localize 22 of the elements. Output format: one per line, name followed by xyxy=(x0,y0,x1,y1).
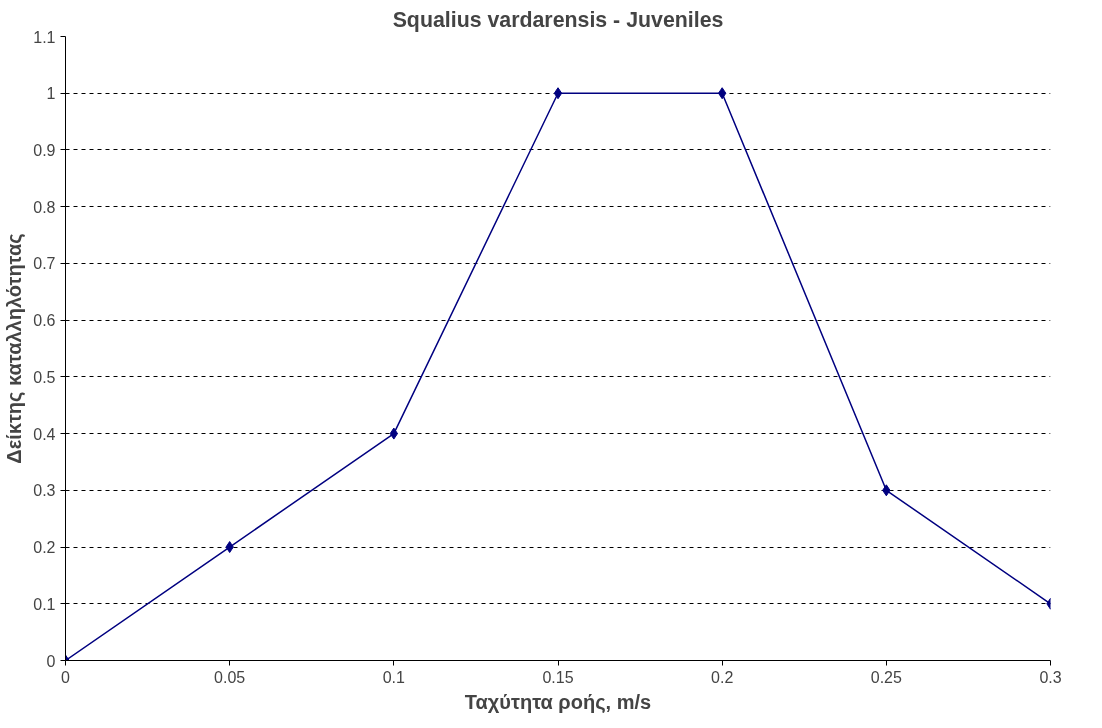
x-tick-label: 0.05 xyxy=(214,668,246,686)
y-tick-label: 0 xyxy=(46,652,56,670)
x-tick-label: 0.1 xyxy=(382,668,406,686)
x-tick-label: 0.2 xyxy=(711,668,734,686)
y-axis-title: Δείκτης καταλληλότητας xyxy=(3,233,26,464)
x-tick-label: 0.3 xyxy=(1039,668,1062,686)
y-tick-label: 0.7 xyxy=(33,255,56,273)
y-tick-label: 0.9 xyxy=(33,141,56,159)
y-tick-label: 0.4 xyxy=(33,425,56,443)
y-tick-label: 0.3 xyxy=(33,482,56,500)
y-tick-label: 0.6 xyxy=(33,312,56,330)
x-tick-label: 0.25 xyxy=(870,668,903,686)
x-axis-title: Ταχύτητα ροής, m/s xyxy=(464,690,652,713)
y-tick-label: 1 xyxy=(46,85,56,103)
x-tick-label: 0 xyxy=(61,668,71,686)
y-tick-label: 0.2 xyxy=(33,539,56,557)
chart-title: Squalius vardarensis - Juveniles xyxy=(392,7,724,32)
y-tick-label: 1.1 xyxy=(33,28,56,46)
y-tick-label: 0.8 xyxy=(33,198,56,216)
x-tick-label: 0.15 xyxy=(542,668,574,686)
y-tick-label: 0.5 xyxy=(33,368,56,386)
y-tick-label: 0.1 xyxy=(33,595,56,613)
